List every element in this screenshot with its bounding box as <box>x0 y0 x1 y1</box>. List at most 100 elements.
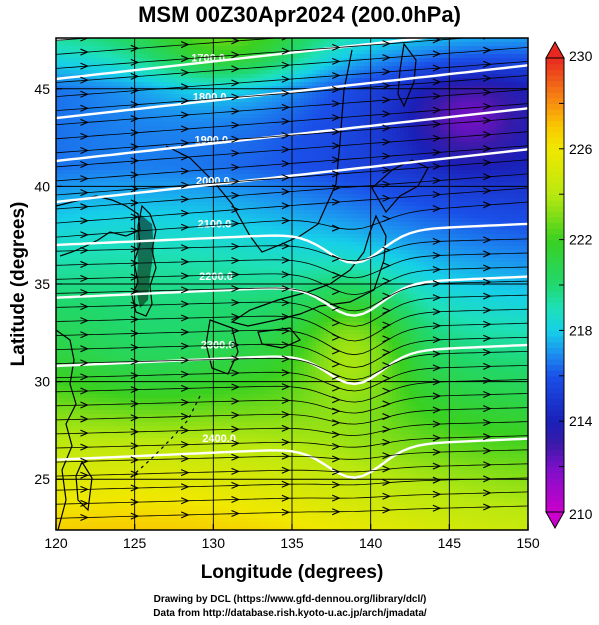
wind-arrow <box>331 71 341 79</box>
wind-arrow <box>382 348 391 356</box>
streamline <box>56 201 528 238</box>
streamline <box>56 131 528 168</box>
streamline <box>56 47 528 83</box>
wind-arrow <box>432 406 442 414</box>
wind-arrow <box>180 167 190 175</box>
wind-arrow <box>432 392 442 400</box>
wind-arrow <box>130 428 140 436</box>
wind-arrow <box>80 62 89 70</box>
wind-arrow <box>382 400 391 408</box>
wind-arrow <box>483 306 492 314</box>
colorbar-segment <box>546 330 564 337</box>
colorbar-segment <box>546 250 564 258</box>
colorbar-segment <box>546 494 564 502</box>
colorbar-segment <box>546 443 564 451</box>
wind-arrow <box>180 342 190 350</box>
streamline <box>56 117 528 154</box>
colorbar-segment <box>546 114 564 122</box>
wind-arrow <box>130 358 140 366</box>
wind-arrow <box>382 54 391 62</box>
contour-line <box>56 38 85 42</box>
y-tick-label: 35 <box>34 276 50 292</box>
wind-arrow <box>432 462 442 470</box>
streamline <box>56 505 528 519</box>
colorbar-segment <box>546 63 564 70</box>
wind-arrow <box>180 356 190 364</box>
colorbar-segment <box>546 392 564 400</box>
wind-arrow <box>231 38 240 45</box>
streamline <box>56 421 528 436</box>
colorbar-segment <box>546 506 564 513</box>
wind-arrow <box>432 120 442 128</box>
wind-arrow <box>432 134 442 142</box>
x-tick-label: 145 <box>438 535 462 551</box>
wind-arrow <box>483 292 492 300</box>
colorbar-segment <box>546 160 564 167</box>
streamline <box>56 187 528 224</box>
wind-arrow <box>483 187 492 195</box>
geopotential-contours <box>56 38 528 479</box>
wind-arrow <box>483 278 492 286</box>
wind-arrow <box>130 372 140 380</box>
wind-arrow <box>80 485 89 493</box>
wind-arrow <box>231 135 240 143</box>
colorbar-segment <box>546 375 564 383</box>
colorbar-segment <box>546 438 564 445</box>
colorbar-max-triangle <box>545 40 565 59</box>
wind-arrow <box>80 331 89 339</box>
streamline <box>56 280 528 312</box>
wind-arrow <box>483 145 492 153</box>
colorbar-segment <box>546 182 564 190</box>
wind-arrow <box>483 334 492 342</box>
colorbar-segment <box>546 273 564 280</box>
wind-arrow <box>180 244 190 252</box>
colorbar-segment <box>546 421 564 428</box>
colorbar-segment <box>546 426 564 434</box>
wind-arrow <box>382 506 391 514</box>
wind-arrow <box>331 224 341 232</box>
x-tick-label: 135 <box>280 535 304 551</box>
streamline <box>56 75 528 111</box>
colorbar-segment <box>546 364 564 371</box>
wind-arrow <box>331 508 341 516</box>
wind-arrow <box>180 125 190 133</box>
wind-arrow <box>382 180 391 188</box>
streamline <box>56 159 528 196</box>
colorbar-segment <box>546 222 564 229</box>
wind-arrow <box>282 20 289 26</box>
wind-arrow <box>483 19 490 25</box>
wind-arrow <box>231 191 240 199</box>
wind-arrow <box>80 387 89 395</box>
wind-arrow <box>281 383 291 391</box>
colorbar-tick-label: 218 <box>569 322 593 338</box>
wind-arrow <box>432 237 442 245</box>
streamline <box>56 393 528 414</box>
wind-arrow <box>130 213 140 221</box>
wind-arrow <box>331 347 341 355</box>
wind-arrow <box>383 13 390 19</box>
wind-arrow <box>432 38 442 44</box>
wind-arrow <box>331 86 341 94</box>
wind-arrow <box>331 396 341 404</box>
wind-arrow <box>131 31 138 37</box>
wind-arrow <box>483 159 492 167</box>
streamline <box>56 145 528 182</box>
wind-arrow <box>483 433 492 441</box>
wind-arrow <box>483 376 492 384</box>
wind-arrow <box>130 512 140 520</box>
streamline <box>56 252 528 279</box>
streamline <box>56 103 528 140</box>
wind-arrow <box>130 343 140 351</box>
wind-arrow <box>130 171 140 179</box>
wind-arrow <box>483 102 492 110</box>
streamline <box>56 308 528 342</box>
colorbar-segment <box>546 148 564 156</box>
wind-arrow <box>432 92 442 100</box>
wind-arrow <box>382 96 391 104</box>
colorbar-segment <box>546 415 564 422</box>
wind-arrow <box>382 387 391 395</box>
wind-arrow <box>331 114 341 122</box>
y-axis-label: Latitude (degrees) <box>8 202 29 367</box>
colorbar-segment <box>546 477 564 485</box>
streamline <box>56 449 528 463</box>
